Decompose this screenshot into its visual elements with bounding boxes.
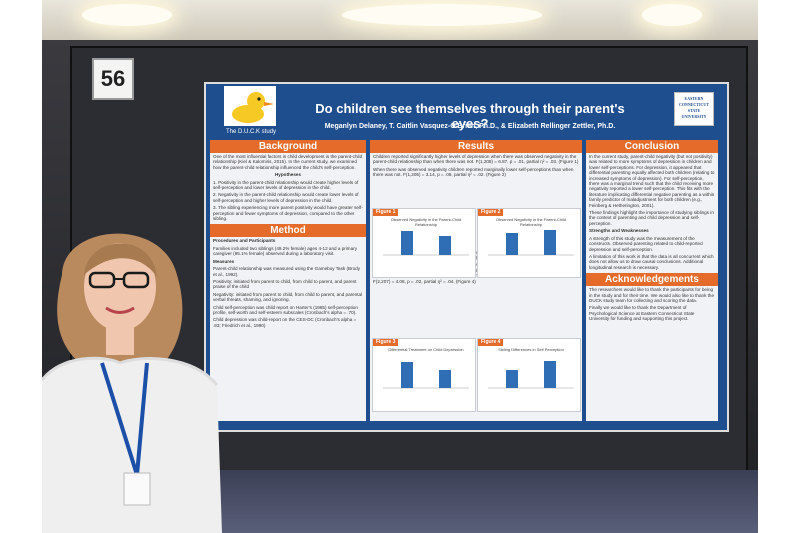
ceiling-light xyxy=(642,4,702,26)
figure-label: Figure 2 xyxy=(478,209,504,216)
figure-1-chart xyxy=(383,231,469,256)
university-logo: EASTERN CONNECTICUT STATE UNIVERSITY xyxy=(674,92,714,126)
results-paragraph-1: Children reported significantly higher l… xyxy=(373,154,579,165)
left-column: Background One of the most influential f… xyxy=(210,140,366,421)
duck-logo-icon xyxy=(224,86,276,126)
strengths-weaknesses-heading: Strengths and Weaknesses xyxy=(589,228,649,234)
strengths-paragraph: A strength of this study was the measure… xyxy=(589,235,703,252)
hypothesis-1: 1. Positivity in the parent-child relati… xyxy=(213,179,359,191)
poster-title: Do children see themselves through their… xyxy=(315,101,625,131)
figure-3-chart xyxy=(383,362,469,389)
background-heading: Background xyxy=(210,140,366,153)
right-column: Conclusion In the current study, parent-… xyxy=(586,140,718,421)
acknowledgements-heading: Acknowledgements xyxy=(586,273,718,287)
figure-2: Figure 2 Observed Negativity in the Pare… xyxy=(477,208,581,278)
hypothesis-3: 3. The sibling experiencing more parent … xyxy=(213,205,363,222)
board-number: 56 xyxy=(92,58,134,100)
background-intro: One of the most influential factors in c… xyxy=(213,154,363,170)
ceiling-light xyxy=(342,4,542,26)
results-heading: Results xyxy=(370,140,582,153)
acknowledgements-paragraph-1: The researchers would like to thank the … xyxy=(589,287,715,303)
figure-title: Differential Treatment on Child Depressi… xyxy=(388,347,464,352)
poster-authors: Meganlyn Delaney, T. Caitlin Vasquez-O'B… xyxy=(324,123,616,130)
measures-item: Parent-child relationship was measured u… xyxy=(213,266,360,277)
figure-title: Observed Negativity in the Parent-Child … xyxy=(495,217,567,227)
chart-bar xyxy=(439,370,451,388)
hypothesis-2: 2. Negativity in the parent-child relati… xyxy=(213,192,359,203)
conclusion-paragraph-1: In the current study, parent-child negat… xyxy=(589,154,715,208)
figure-4: Figure 4 Sibling Differences in Self Per… xyxy=(477,338,581,412)
procedures-item: Families included two siblings (49.2% fe… xyxy=(213,245,358,257)
measures-item: Child depression was child-report on the… xyxy=(213,317,357,328)
measures-item: Negativity: initiated from parent to chi… xyxy=(213,291,363,303)
conclusion-heading: Conclusion xyxy=(586,140,718,153)
chart-bar xyxy=(439,236,451,255)
procedures-heading: Procedures and Participants xyxy=(213,238,276,244)
limitations-paragraph: A limitation of this work is that the da… xyxy=(589,253,714,270)
results-paragraph-2: When there was observed negativity child… xyxy=(373,166,574,178)
presenter-person xyxy=(42,233,222,533)
figure-title: Observed Negativity in the Parent-Child … xyxy=(390,217,462,227)
figure-4-chart xyxy=(488,361,574,389)
figure-label: Figure 3 xyxy=(373,339,399,346)
chart-bar xyxy=(506,370,518,388)
chart-bar xyxy=(401,231,413,255)
figure-title: Sibling Differences in Self Perception xyxy=(498,347,564,352)
figure-label: Figure 1 xyxy=(373,209,399,216)
chart-bar xyxy=(506,233,518,255)
figure-2-chart xyxy=(488,230,574,256)
measures-item: Positivity: initiated from parent to chi… xyxy=(213,278,357,290)
conclusion-paragraph-2: These findings highlight the importance … xyxy=(589,210,714,226)
chart-bar xyxy=(544,230,556,255)
figure-3: Figure 3 Differential Treatment on Child… xyxy=(372,338,476,412)
figure-label: Figure 4 xyxy=(478,339,504,346)
study-label: The D.U.C.K study xyxy=(225,129,276,135)
measures-item: Child self-perception was child report o… xyxy=(213,304,358,315)
acknowledgements-paragraph-2: Finally we would like to thank the Depar… xyxy=(589,305,695,322)
chart-bar xyxy=(544,361,556,388)
measures-heading: Measures xyxy=(213,258,235,264)
hypotheses-heading: Hypotheses xyxy=(274,172,302,178)
chart-bar xyxy=(401,362,413,388)
method-heading: Method xyxy=(210,224,366,238)
ceiling-light xyxy=(82,4,172,26)
figure-1: Figure 1 Observed Negativity in the Pare… xyxy=(372,208,476,278)
